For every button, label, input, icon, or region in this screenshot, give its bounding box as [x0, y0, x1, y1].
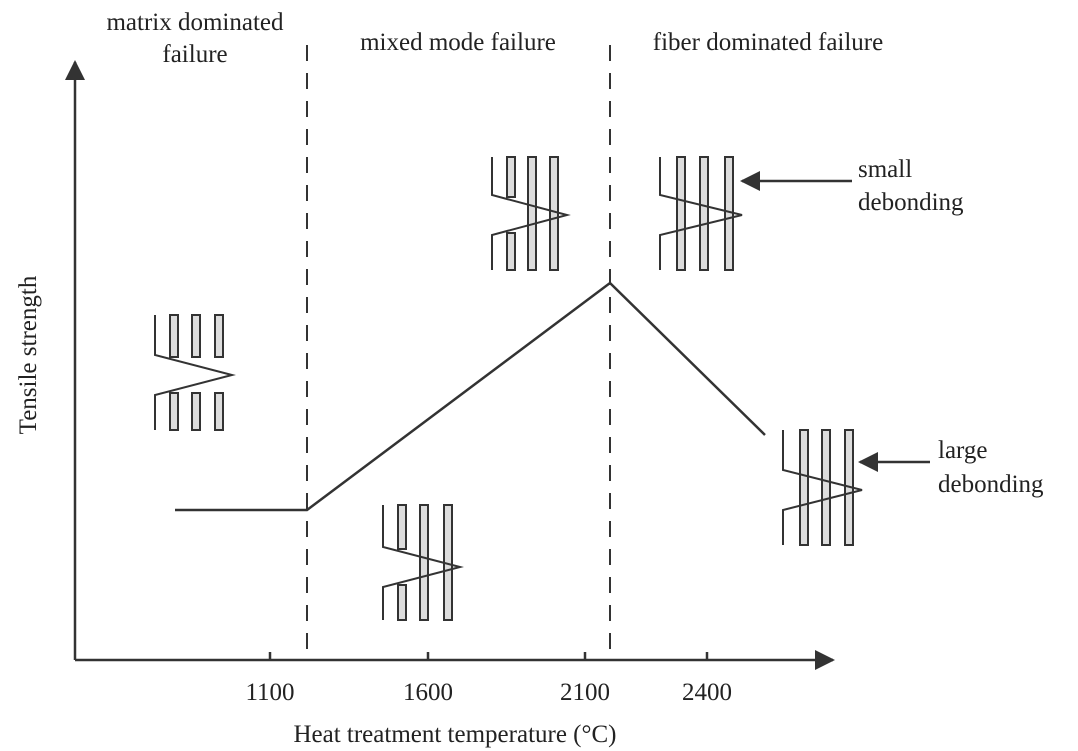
x-tick-label: 2100 — [560, 679, 610, 706]
crack — [782, 430, 863, 545]
fiber — [169, 392, 179, 431]
failure-sketch — [154, 314, 236, 431]
fiber — [397, 584, 407, 621]
callout: debonding — [938, 471, 1044, 498]
x-tick-label: 1100 — [245, 679, 294, 706]
strength-curve — [175, 281, 766, 512]
callout: small — [858, 156, 912, 183]
fiber — [169, 314, 179, 358]
fiber — [397, 504, 407, 550]
crack — [154, 315, 236, 430]
callout: large — [938, 437, 988, 464]
x-tick-label: 1600 — [403, 679, 453, 706]
fiber — [799, 429, 809, 546]
fiber — [676, 156, 686, 271]
fiber — [191, 314, 201, 358]
fiber — [527, 156, 537, 271]
x-tick-label: 2400 — [682, 679, 732, 706]
x-axis-label: Heat treatment temperature (°C) — [293, 721, 616, 748]
failure-sketch — [491, 156, 571, 271]
crack — [659, 157, 743, 270]
region-label: mixed mode failure — [360, 29, 556, 56]
failure-sketch — [659, 156, 743, 271]
crack — [382, 505, 464, 620]
fiber — [549, 156, 559, 271]
fiber — [699, 156, 709, 271]
fiber — [214, 314, 224, 358]
fiber — [506, 232, 516, 271]
fiber — [191, 392, 201, 431]
callout: debonding — [858, 189, 964, 216]
fiber — [419, 504, 429, 621]
fiber — [506, 156, 516, 198]
failure-sketch — [382, 504, 464, 621]
fiber — [214, 392, 224, 431]
y-axis-label: Tensile strength — [15, 275, 42, 434]
region-label: fiber dominated failure — [653, 29, 883, 56]
region-label: failure — [162, 41, 227, 68]
failure-sketch — [782, 429, 863, 546]
crack — [491, 157, 571, 270]
region-label: matrix dominated — [106, 9, 284, 36]
fiber — [821, 429, 831, 546]
